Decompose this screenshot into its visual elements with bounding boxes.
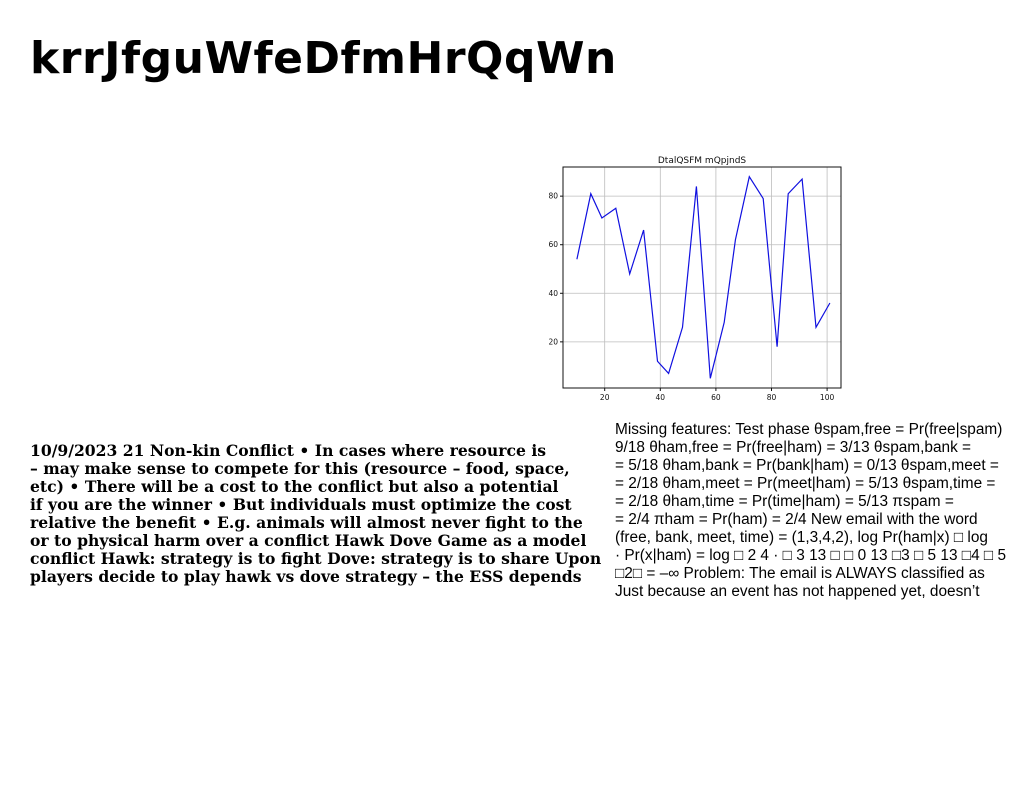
line-chart: DtalQSFM mQpjndS 20 40 60 80 100 20 40 60 80 [530,148,850,408]
right-text-line: 9/18 θham,free = Pr(free|ham) = 3/13 θsp… [615,439,972,456]
left-text-line: players decide to play hawk vs dove stra… [30,567,582,586]
chart-ticks: 20 40 60 80 100 20 40 60 80 [548,192,834,402]
left-text-line: 10/9/2023 21 Non-kin Conflict • In cases… [30,441,547,460]
series-line [576,175,831,379]
left-text-line: etc) • There will be a cost to the confl… [30,477,559,496]
y-tick-label: 60 [548,240,558,249]
x-tick-label: 60 [711,393,721,402]
left-text-line: relative the benefit • E.g. animals will… [30,513,583,532]
y-tick-label: 40 [548,289,558,298]
left-text-block: 10/9/2023 21 Non-kin Conflict • In cases… [30,442,610,586]
x-tick-label: 40 [656,393,666,402]
right-text-line: = 2/18 θham,meet = Pr(meet|ham) = 5/13 θ… [615,475,996,492]
right-text-line: = 2/18 θham,time = Pr(time|ham) = 5/13 π… [615,493,954,510]
chart-title: DtalQSFM mQpjndS [658,156,747,166]
right-text-line: = 2/4 πham = Pr(ham) = 2/4 New email wit… [615,511,978,528]
right-text-line: · Pr(x|ham) = log □ 2 4 · □ 3 13 □ □ 0 1… [615,547,1007,564]
right-text-line: □2□ = –∞ Problem: The email is ALWAYS cl… [615,565,985,582]
x-tick-label: 20 [600,393,610,402]
left-text-line: conflict Hawk: strategy is to fight Dove… [30,549,602,568]
page-title: krrJfguWfeDfmHrQqWn [30,33,617,84]
chart-grid [563,167,841,388]
x-tick-label: 80 [767,393,777,402]
left-text-line: or to physical harm over a conflict Hawk… [30,531,587,550]
y-tick-label: 80 [548,192,558,201]
left-text-line: if you are the winner • But individuals … [30,495,572,514]
right-text-line: Just because an event has not happened y… [615,583,980,600]
y-tick-label: 20 [548,337,558,346]
right-text-line: (free, bank, meet, time) = (1,3,4,2), lo… [615,529,988,546]
plot-frame [562,166,842,389]
right-text-line: = 5/18 θham,bank = Pr(bank|ham) = 0/13 θ… [615,457,999,474]
right-text-line: Missing features: Test phase θspam,free … [615,421,1003,438]
left-text-line: – may make sense to compete for this (re… [30,459,570,478]
x-tick-label: 100 [820,393,835,402]
right-text-block: Missing features: Test phase θspam,free … [615,421,1020,601]
chart-svg: DtalQSFM mQpjndS 20 40 60 80 100 20 40 60 80 [548,156,842,402]
